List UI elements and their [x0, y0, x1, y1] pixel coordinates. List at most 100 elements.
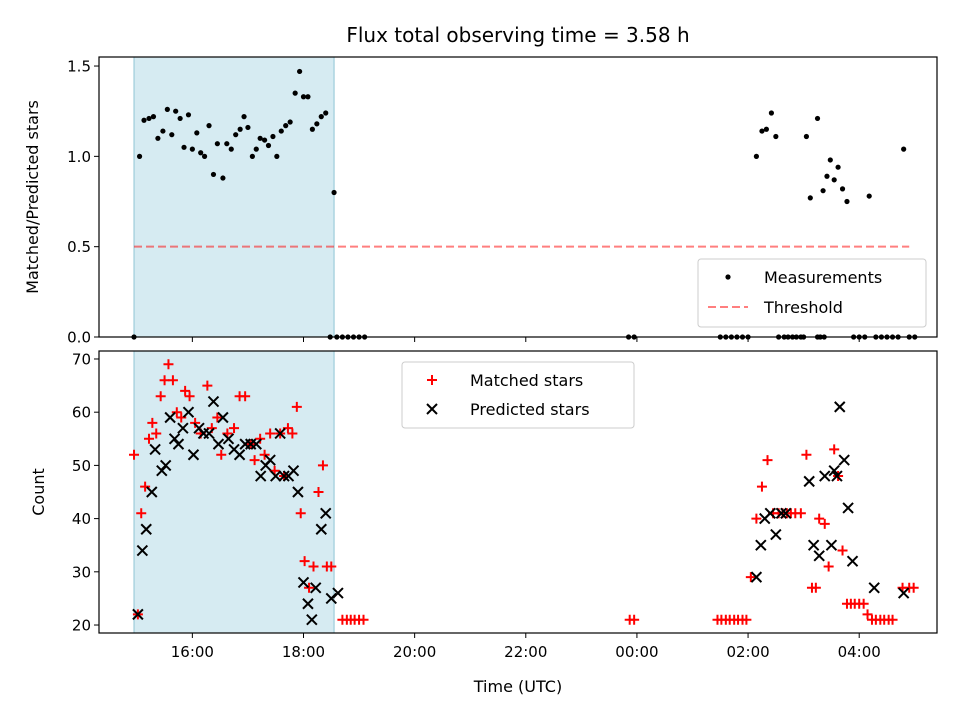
- matched-star-point: [229, 423, 240, 434]
- measurement-point: [270, 133, 276, 140]
- predicted-star-point: [750, 571, 763, 583]
- matched-star-point: [317, 460, 328, 471]
- legend-marker-matched: [427, 375, 437, 385]
- predicted-star-point: [149, 443, 161, 456]
- y-axis-label: Count: [29, 468, 48, 516]
- predicted-star-point: [770, 528, 782, 541]
- predicted-star-point: [132, 608, 144, 621]
- measurement-point: [141, 117, 147, 123]
- y-tick-label: 1.5: [67, 58, 91, 76]
- matched-star-point: [163, 359, 174, 370]
- predicted-star-point: [846, 555, 859, 567]
- predicted-star-point: [274, 427, 286, 440]
- x-tick-label: 04:00: [838, 643, 881, 661]
- matched-star-point: [136, 508, 147, 519]
- bottom-panel: 20 30 40 50 60 70 16:00 18:00 20:00 22:00 00:00 02:…: [29, 350, 938, 661]
- measurement-point: [323, 110, 329, 116]
- predicted-star-point: [136, 544, 149, 557]
- measurement-point: [206, 123, 212, 129]
- measurement-point: [164, 106, 170, 112]
- measurement-point: [866, 193, 872, 199]
- matched-star-point: [308, 561, 319, 572]
- matched-star-point: [147, 417, 158, 428]
- matched-star-point: [908, 582, 919, 593]
- measurement-point: [150, 114, 157, 120]
- x-tick-label: 02:00: [726, 643, 769, 661]
- predicted-star-point: [177, 422, 189, 434]
- matched-star-point: [151, 428, 162, 439]
- predicted-star-point: [306, 613, 318, 626]
- top-panel: 0.0 0.5 1.0 1.5 Matched/Predicted stars Measu…: [23, 56, 938, 347]
- measurement-point: [265, 142, 272, 149]
- measurement-point: [233, 132, 239, 138]
- predicted-star-point: [310, 582, 322, 594]
- measurement-point: [173, 108, 179, 114]
- y-tick-label: 1.0: [67, 148, 91, 166]
- matched-star-point: [887, 614, 898, 625]
- x-tick-label: 16:00: [171, 643, 214, 661]
- measurement-point: [292, 90, 298, 96]
- measurement-point: [283, 123, 289, 129]
- predicted-star-point: [780, 507, 792, 519]
- predicted-star-point: [302, 598, 314, 610]
- matched-star-point: [358, 614, 369, 625]
- matched-star-point: [129, 449, 140, 460]
- measurement-point: [831, 177, 837, 183]
- predicted-star-point: [212, 438, 225, 450]
- matched-star-point: [259, 449, 270, 460]
- matched-star-point: [304, 582, 315, 593]
- measurement-point: [177, 115, 183, 122]
- matched-star-point: [202, 380, 213, 391]
- matched-star-point: [837, 545, 848, 556]
- measurement-point: [820, 188, 826, 194]
- measurement-point: [278, 128, 284, 134]
- matched-star-point: [291, 401, 302, 412]
- y-tick-label: 70: [72, 350, 91, 368]
- measurement-point: [253, 146, 259, 152]
- matched-star-point: [745, 572, 756, 583]
- predicted-star-point: [233, 449, 246, 461]
- legend-marker-predicted: [426, 403, 438, 415]
- predicted-star-point: [250, 438, 262, 450]
- matched-star-point: [858, 598, 869, 609]
- predicted-star-point: [842, 502, 854, 514]
- measurement-point: [160, 128, 166, 134]
- predicted-star-point: [168, 433, 181, 445]
- x-axis-label: Time (UTC): [473, 677, 562, 696]
- legend-box: [697, 258, 927, 328]
- matched-star-point: [216, 449, 227, 460]
- matched-star-point: [862, 609, 873, 620]
- matched-star-point: [313, 487, 324, 497]
- observing-window-shade: [133, 350, 335, 634]
- matched-star-point: [180, 385, 191, 396]
- matched-star-point: [190, 417, 201, 428]
- measurement-point: [155, 135, 161, 141]
- predicted-star-point: [182, 406, 195, 418]
- measurement-point: [220, 175, 226, 181]
- measurement-point: [228, 146, 234, 152]
- measurement-point: [305, 94, 311, 100]
- matched-star-point: [823, 561, 834, 572]
- matched-star-point: [829, 444, 840, 455]
- measurement-point: [763, 126, 769, 132]
- matched-star-point: [212, 412, 223, 423]
- matched-star-point: [756, 481, 767, 492]
- predicted-star-point: [807, 539, 820, 551]
- observing-window-shade: [133, 56, 335, 338]
- matched-star-point: [810, 582, 821, 593]
- measurement-point: [309, 126, 315, 132]
- measurement-point: [827, 157, 833, 163]
- measurement-point: [773, 133, 779, 140]
- predicted-star-point: [755, 539, 767, 551]
- matched-star-point: [140, 481, 151, 492]
- matched-star-point: [819, 518, 830, 529]
- measurement-point: [844, 198, 850, 205]
- x-tick-label: 00:00: [615, 643, 658, 661]
- chart-title: Flux total observing time = 3.58 h: [346, 23, 689, 47]
- matched-star-point: [167, 375, 178, 386]
- measurement-point: [318, 114, 324, 120]
- measurement-point: [257, 135, 263, 141]
- predicted-star-point: [292, 486, 304, 498]
- measurement-point: [901, 146, 907, 152]
- measurement-point: [201, 153, 208, 159]
